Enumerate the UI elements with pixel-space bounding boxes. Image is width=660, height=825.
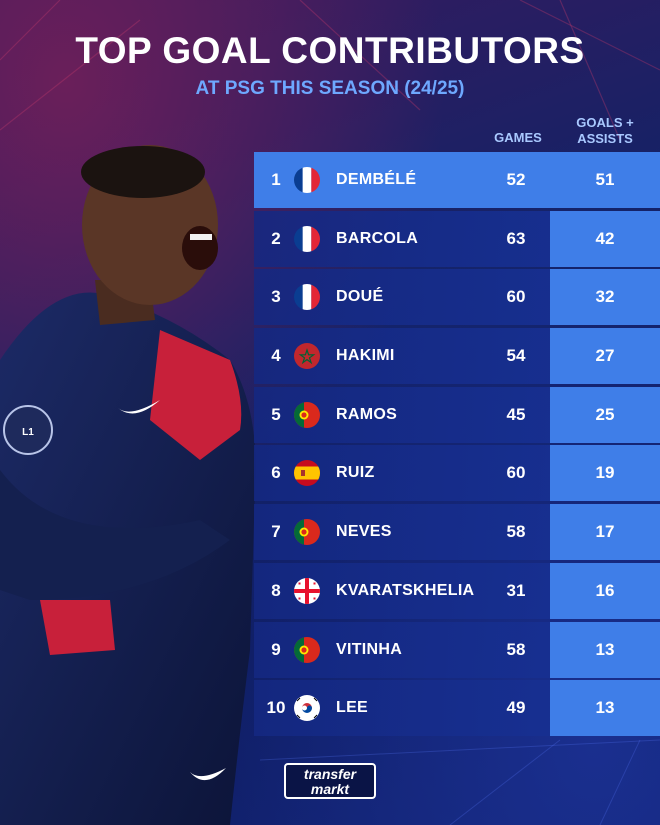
portugal-flag-icon [294, 519, 320, 546]
goals-assists-header-line1: GOALS + [576, 115, 634, 130]
games-column-header: GAMES [494, 130, 542, 145]
player-name: RAMOS [336, 405, 398, 423]
goals-assists-cell-bg [550, 210, 660, 267]
goals-assists-cell-bg [550, 386, 660, 443]
games-value: 54 [506, 346, 526, 366]
south-korea-flag-icon [294, 695, 320, 722]
table-row: 8 KVARATSKHELIA 31 16 [254, 562, 660, 619]
goals-assists-cell-bg [550, 445, 660, 502]
goals-assists-value: 17 [595, 522, 615, 542]
player-name: RUIZ [336, 464, 375, 482]
morocco-flag-icon [294, 343, 320, 370]
games-value: 58 [506, 639, 526, 659]
games-value: 49 [506, 698, 526, 718]
france-flag-icon [294, 284, 320, 311]
table-row: 9 VITINHA 58 13 [254, 621, 660, 678]
player-name: DOUÉ [336, 288, 384, 306]
goals-assists-cell-bg [550, 621, 660, 678]
player-photo: L1 [0, 145, 256, 825]
goals-assists-value: 42 [595, 228, 615, 248]
goals-assists-cell-bg [550, 562, 660, 619]
player-name: KVARATSKHELIA [336, 581, 475, 599]
goals-assists-value: 13 [595, 639, 615, 659]
ranking-table: 1 DEMBÉLÉ 52 51 2 BARCOLA 63 42 3 DOUÉ 60 32 4 HAKIMI… [254, 152, 660, 739]
player-name: DEMBÉLÉ [336, 171, 417, 188]
goals-assists-value: 25 [595, 404, 615, 424]
table-row: 4 HAKIMI 54 27 [254, 328, 660, 385]
table-row: 1 DEMBÉLÉ 52 51 [254, 152, 660, 208]
portugal-flag-icon [294, 636, 320, 663]
player-name: LEE [336, 699, 369, 717]
goals-assists-cell-bg [550, 328, 660, 385]
player-name: NEVES [336, 523, 392, 541]
goals-assists-value: 32 [595, 287, 615, 307]
spain-flag-icon [294, 460, 320, 487]
games-value: 58 [506, 522, 526, 542]
france-flag-icon [294, 225, 320, 252]
goals-assists-cell-bg [550, 680, 660, 737]
svg-text:L1: L1 [22, 427, 34, 438]
table-row: 6 RUIZ 60 19 [254, 445, 660, 502]
rank-number: 5 [271, 404, 281, 424]
logo-line2: markt [310, 781, 350, 797]
player-name: HAKIMI [336, 347, 395, 365]
transfermarkt-logo: transfer markt [284, 763, 376, 799]
georgia-flag-icon [294, 577, 320, 604]
goals-assists-value: 51 [595, 170, 615, 189]
player-name: VITINHA [336, 640, 403, 658]
table-row: 7 NEVES 58 17 [254, 504, 660, 561]
goals-assists-header-line2: ASSISTS [577, 131, 633, 146]
rank-number: 9 [271, 639, 281, 659]
goals-assists-cell-bg [550, 269, 660, 326]
page-subtitle: AT PSG THIS SEASON (24/25) [195, 78, 465, 99]
goals-assists-value: 13 [595, 698, 615, 718]
games-value: 52 [506, 170, 526, 189]
goals-assists-value: 27 [595, 346, 615, 366]
table-row: 3 DOUÉ 60 32 [254, 269, 660, 326]
france-flag-icon [294, 167, 320, 193]
goals-assists-cell-bg [550, 504, 660, 561]
player-name: BARCOLA [336, 229, 419, 247]
rank-number: 1 [271, 170, 281, 189]
table-row: 5 RAMOS 45 25 [254, 386, 660, 443]
rank-number: 4 [271, 346, 281, 366]
rank-number: 6 [271, 463, 281, 483]
rank-number: 3 [271, 287, 281, 307]
goals-assists-value: 16 [595, 580, 615, 600]
logo-line1: transfer [303, 766, 357, 782]
rank-number: 10 [266, 698, 286, 718]
games-value: 60 [506, 287, 526, 307]
rank-number: 2 [271, 228, 281, 248]
rank-number: 7 [271, 522, 281, 542]
games-value: 63 [506, 228, 526, 248]
table-row: 10 LEE 49 13 [254, 680, 660, 737]
games-value: 60 [506, 463, 526, 483]
page-title: TOP GOAL CONTRIBUTORS [75, 30, 585, 71]
games-value: 45 [506, 404, 526, 424]
portugal-flag-icon [294, 401, 320, 428]
games-value: 31 [506, 580, 526, 600]
goals-assists-value: 19 [595, 463, 615, 483]
rank-number: 8 [271, 580, 281, 600]
table-row: 2 BARCOLA 63 42 [254, 210, 660, 267]
goals-assists-column-header: GOALS + ASSISTS [560, 115, 650, 147]
